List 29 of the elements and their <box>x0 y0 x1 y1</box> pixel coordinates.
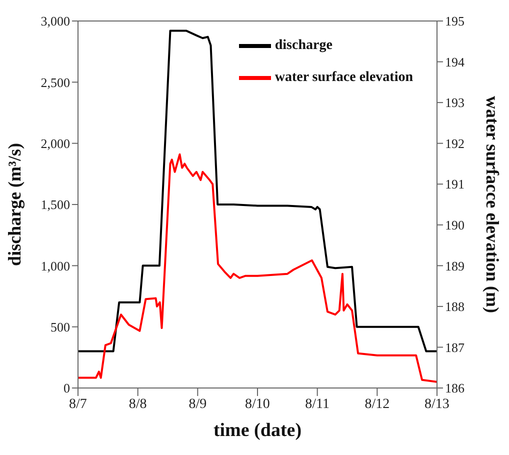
y2-tick-label: 195 <box>445 14 464 29</box>
y2-tick-label: 194 <box>445 54 465 70</box>
y2-tick-label: 192 <box>445 136 464 151</box>
x-tick-label: 8/11 <box>305 396 330 412</box>
y2-tick-label: 187 <box>445 340 465 355</box>
x-tick-label: 8/10 <box>245 396 270 412</box>
y-tick-label: 0 <box>64 380 70 396</box>
y2-tick-label: 186 <box>445 380 465 396</box>
y-tick-label: 500 <box>50 319 70 334</box>
y-tick-label: 2,000 <box>40 136 70 151</box>
x-tick-label: 8/13 <box>424 396 450 412</box>
y2-tick-label: 191 <box>445 176 464 192</box>
y2-axis-title: water surfacce elevation (m) <box>482 96 503 314</box>
x-axis-title: time (date) <box>213 420 302 441</box>
legend-label: water surface elevation <box>274 70 413 86</box>
x-tick-label: 8/9 <box>188 396 207 412</box>
y2-tick-label: 190 <box>445 218 464 233</box>
y-tick-label: 1,000 <box>40 258 70 274</box>
y-tick-label: 2,500 <box>40 74 70 90</box>
legend-label: discharge <box>274 38 332 54</box>
y2-tick-label: 189 <box>445 258 464 274</box>
x-tick-label: 8/12 <box>364 396 390 412</box>
y2-tick-label: 193 <box>445 95 464 110</box>
x-tick-label: 8/7 <box>69 396 87 412</box>
x-tick-label: 8/8 <box>128 396 147 412</box>
y-tick-label: 1,500 <box>40 197 70 212</box>
y-axis-title: discharge (m³/s) <box>4 143 24 266</box>
y-tick-label: 3,000 <box>40 14 70 29</box>
y2-tick-label: 188 <box>445 299 464 314</box>
